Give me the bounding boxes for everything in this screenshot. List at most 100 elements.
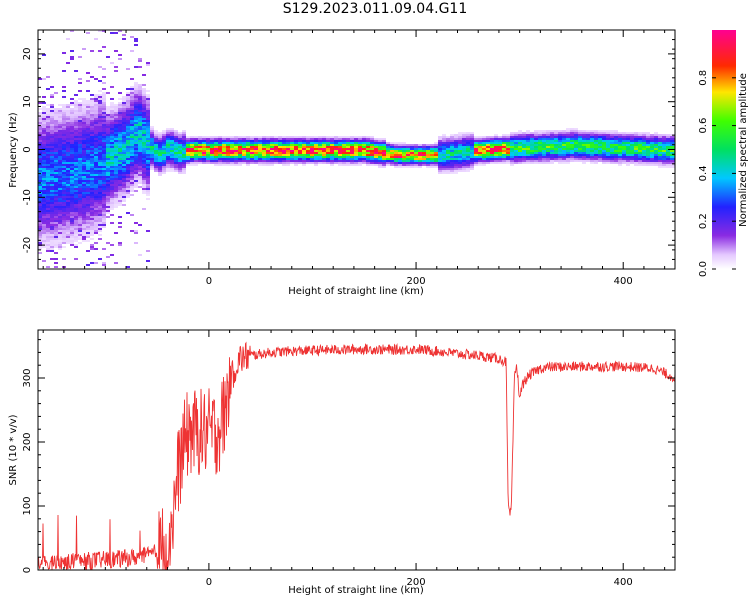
heatmap-cell <box>358 146 362 148</box>
heatmap-cell <box>642 162 646 164</box>
heatmap-cell <box>42 178 46 180</box>
heatmap-cell <box>126 154 130 156</box>
heatmap-cell <box>658 146 662 148</box>
heatmap-cell <box>470 166 474 168</box>
heatmap-cell <box>242 146 246 148</box>
heatmap-cell <box>174 158 178 160</box>
heatmap-cell <box>550 136 554 138</box>
heatmap-cell <box>114 112 118 114</box>
heatmap-cell <box>650 146 654 148</box>
heatmap-cell <box>514 160 518 162</box>
heatmap-cell <box>134 190 138 192</box>
heatmap-cell <box>382 160 386 162</box>
heatmap-cell <box>550 152 554 154</box>
heatmap-cell <box>614 142 618 144</box>
heatmap-cell <box>134 146 138 148</box>
heatmap-cell <box>434 160 438 162</box>
heatmap-cell <box>166 138 170 140</box>
heatmap-cell <box>574 152 578 154</box>
heatmap-cell <box>386 144 390 146</box>
heatmap-cell <box>98 172 102 174</box>
heatmap-cell <box>134 84 138 86</box>
heatmap-cell <box>518 148 522 150</box>
heatmap-cell <box>106 168 110 170</box>
heatmap-cell <box>102 164 106 166</box>
heatmap-cell <box>638 140 642 142</box>
heatmap-cell <box>150 162 154 164</box>
heatmap-cell <box>94 102 98 104</box>
heatmap-cell <box>142 182 146 184</box>
heatmap-cell <box>142 122 146 124</box>
heatmap-cell <box>422 148 426 150</box>
heatmap-cell <box>138 144 142 146</box>
heatmap-cell <box>422 154 426 156</box>
heatmap-cell <box>602 146 606 148</box>
heatmap-cell <box>518 158 522 160</box>
heatmap-cell <box>78 132 82 134</box>
heatmap-cell <box>94 168 98 170</box>
heatmap-cell <box>214 150 218 152</box>
heatmap-cell <box>362 140 366 142</box>
heatmap-cell <box>54 158 58 160</box>
heatmap-cell <box>130 178 134 180</box>
heatmap-cell <box>142 84 146 86</box>
heatmap-cell <box>390 160 394 162</box>
heatmap-cell <box>154 138 158 140</box>
heatmap-cell <box>150 130 154 132</box>
heatmap-cell <box>94 210 98 212</box>
heatmap-cell <box>74 190 78 192</box>
heatmap-cell <box>166 164 170 166</box>
heatmap-cell <box>258 160 262 162</box>
heatmap-cell <box>110 134 114 136</box>
heatmap-cell <box>450 156 454 158</box>
heatmap-cell <box>134 180 138 182</box>
heatmap-cell <box>382 150 386 152</box>
heatmap-cell <box>74 152 78 154</box>
heatmap-cell <box>126 88 130 90</box>
heatmap-cell <box>138 166 142 168</box>
heatmap-cell <box>510 142 514 144</box>
heatmap-cell <box>254 158 258 160</box>
heatmap-cell <box>110 164 114 166</box>
heatmap-cell <box>478 150 482 152</box>
heatmap-cell <box>146 166 150 168</box>
heatmap-cell <box>46 136 50 138</box>
heatmap-cell <box>78 238 82 240</box>
heatmap-cell <box>70 160 74 162</box>
heatmap-cell <box>66 190 70 192</box>
heatmap-cell <box>98 258 102 260</box>
heatmap-cell <box>630 134 634 136</box>
heatmap-cell <box>254 136 258 138</box>
heatmap-cell <box>182 146 186 148</box>
heatmap-cell <box>170 130 174 132</box>
heatmap-cell <box>78 156 82 158</box>
heatmap-cell <box>442 142 446 144</box>
heatmap-cell <box>350 138 354 140</box>
heatmap-cell <box>614 130 618 132</box>
x-tick-label: 0 <box>206 276 212 287</box>
heatmap-cell <box>150 160 154 162</box>
heatmap-cell <box>50 202 54 204</box>
heatmap-cell <box>426 154 430 156</box>
heatmap-cell <box>162 142 166 144</box>
heatmap-cell <box>502 146 506 148</box>
heatmap-cell <box>46 242 50 244</box>
heatmap-cell <box>42 260 46 262</box>
heatmap-cell <box>94 142 98 144</box>
heatmap-cell <box>442 152 446 154</box>
heatmap-cell <box>102 150 106 152</box>
heatmap-cell <box>110 170 114 172</box>
heatmap-cell <box>130 50 134 52</box>
heatmap-cell <box>74 200 78 202</box>
heatmap-cell <box>94 138 98 140</box>
heatmap-cell <box>94 174 98 176</box>
heatmap-cell <box>482 138 486 140</box>
heatmap-cell <box>626 162 630 164</box>
heatmap-cell <box>326 152 330 154</box>
heatmap-cell <box>218 146 222 148</box>
snr-series <box>38 341 675 570</box>
heatmap-cell <box>518 136 522 138</box>
heatmap-cell <box>82 108 86 110</box>
heatmap-cell <box>294 158 298 160</box>
heatmap-cell <box>546 162 550 164</box>
